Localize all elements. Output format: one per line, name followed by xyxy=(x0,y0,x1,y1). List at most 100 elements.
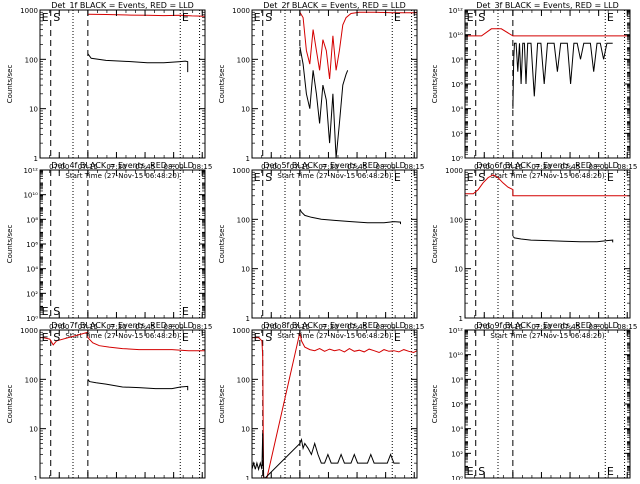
chart-panel-8: Det_8f BLACK = Events, RED = LLD Counts/s… xyxy=(218,321,424,484)
y-tick-label: 1 xyxy=(246,475,250,480)
x-tick-label: 08:15 xyxy=(404,163,424,171)
x-tick-label: 08:15 xyxy=(192,163,212,171)
segment-marker-label: E xyxy=(254,171,261,184)
y-axis-label: Counts/sec xyxy=(431,65,439,104)
segment-marker-label: E xyxy=(394,171,401,184)
segment-marker-label: S xyxy=(53,331,60,344)
segment-marker-label: S xyxy=(53,11,60,24)
segment-marker-label: E xyxy=(467,171,474,184)
x-tick-label: 08:15 xyxy=(617,323,637,331)
x-tick-label: 07:15 xyxy=(503,323,523,331)
y-axis-label: Counts/sec xyxy=(218,225,226,264)
events-series-line xyxy=(512,42,613,109)
x-tick-label: 07:45 xyxy=(347,323,367,331)
lld-series-line xyxy=(299,11,417,80)
y-axis-label: Counts/sec xyxy=(6,65,14,104)
segment-marker-label: E xyxy=(254,331,261,344)
segment-marker-label: E xyxy=(394,331,401,344)
y-tick-label: 100 xyxy=(237,376,250,384)
y-tick-label: 100 xyxy=(25,376,38,384)
x-tick-label: 07:00 xyxy=(474,323,494,331)
x-tick-label: 07:15 xyxy=(290,323,310,331)
x-axis-label: Start Time (27-Nov-15 06:48:20) xyxy=(490,172,604,180)
y-tick-label: 1 xyxy=(34,155,38,163)
segment-marker-label: E xyxy=(42,331,49,344)
x-tick-label: 07:15 xyxy=(290,163,310,171)
plot-frame xyxy=(39,169,206,319)
x-tick-label: 07:00 xyxy=(261,323,281,331)
x-tick-label: 07:15 xyxy=(78,163,98,171)
y-tick-label: 1 xyxy=(246,315,250,323)
chart-panel-5: Det_5f BLACK = Events, RED = LLD Counts/s… xyxy=(218,161,424,340)
y-tick-label: 10¹⁰ xyxy=(23,192,38,200)
x-tick-label: 07:45 xyxy=(560,323,580,331)
y-tick-label: 10¹⁰ xyxy=(448,32,463,40)
x-tick-label: 07:30 xyxy=(318,163,338,171)
y-tick-label: 10⁰ xyxy=(451,475,463,480)
x-tick-label: 08:15 xyxy=(617,163,637,171)
events-series-line xyxy=(252,433,400,478)
y-axis-label: Counts/sec xyxy=(6,225,14,264)
chart-panel-7: Det_7f BLACK = Events, RED = LLD Counts/s… xyxy=(6,321,212,484)
y-tick-label: 10 xyxy=(241,106,250,114)
segment-marker-label: E xyxy=(254,11,261,24)
y-tick-label: 1000 xyxy=(232,167,250,175)
y-tick-label: 10 xyxy=(454,266,463,274)
y-tick-label: 1 xyxy=(459,315,463,323)
plot-frame xyxy=(251,329,418,479)
plot-frame xyxy=(464,329,631,479)
y-tick-label: 1000 xyxy=(232,7,250,15)
y-tick-label: 10¹² xyxy=(448,7,463,15)
segment-marker-label: S xyxy=(478,11,485,24)
y-tick-label: 1 xyxy=(34,475,38,480)
segment-marker-label: E xyxy=(182,11,189,24)
events-series-line xyxy=(299,46,349,158)
x-tick-label: 07:30 xyxy=(318,323,338,331)
y-tick-label: 100 xyxy=(450,216,463,224)
y-tick-label: 10 xyxy=(241,266,250,274)
segment-marker-label: E xyxy=(42,305,49,318)
segment-marker-label: E xyxy=(182,305,189,318)
segment-marker-label: E xyxy=(467,11,474,24)
chart-title: Det_3f BLACK = Events, RED = LLD xyxy=(476,1,619,10)
y-tick-label: 10⁸ xyxy=(451,56,463,64)
x-tick-label: 07:30 xyxy=(106,323,126,331)
y-tick-label: 10⁸ xyxy=(26,216,38,224)
segment-marker-label: S xyxy=(265,171,272,184)
y-tick-label: 10⁴ xyxy=(451,106,463,114)
chart-panel-4: Det_4f BLACK = Events, RED = LLD Counts/s… xyxy=(6,161,212,340)
chart-title: Det_7f BLACK = Events, RED = LLD xyxy=(51,321,194,330)
chart-title: Det_4f BLACK = Events, RED = LLD xyxy=(51,161,194,170)
events-series-line xyxy=(299,209,401,225)
chart-title: Det_6f BLACK = Events, RED = LLD xyxy=(476,161,619,170)
x-tick-label: 07:15 xyxy=(78,323,98,331)
chart-title: Det_2f BLACK = Events, RED = LLD xyxy=(263,1,406,10)
y-tick-label: 10² xyxy=(26,290,38,298)
x-tick-label: 07:00 xyxy=(49,163,69,171)
x-tick-label: 08:00 xyxy=(589,323,609,331)
segment-marker-label: S xyxy=(478,171,485,184)
y-tick-label: 1000 xyxy=(445,167,463,175)
y-tick-label: 100 xyxy=(237,216,250,224)
y-tick-label: 10² xyxy=(451,130,463,138)
events-series-line xyxy=(87,379,189,391)
y-axis-label: Counts/sec xyxy=(218,65,226,104)
y-tick-label: 10⁸ xyxy=(451,376,463,384)
y-tick-label: 10⁴ xyxy=(26,266,38,274)
x-tick-label: 08:00 xyxy=(376,163,396,171)
y-tick-label: 10⁶ xyxy=(451,401,463,409)
y-tick-label: 10 xyxy=(29,426,38,434)
y-axis-label: Counts/sec xyxy=(431,225,439,264)
chart-panel-6: Det_6f BLACK = Events, RED = LLD Counts/s… xyxy=(431,161,637,340)
x-axis-label: Start Time (27-Nov-15 06:48:20) xyxy=(277,332,391,340)
segment-marker-label: S xyxy=(478,465,485,478)
plot-frame xyxy=(464,169,631,319)
y-axis-label: Counts/sec xyxy=(431,385,439,424)
lld-series-line xyxy=(465,28,630,37)
x-tick-label: 08:15 xyxy=(192,323,212,331)
x-tick-label: 08:00 xyxy=(164,323,184,331)
chart-title: Det_5f BLACK = Events, RED = LLD xyxy=(263,161,406,170)
x-tick-label: 07:45 xyxy=(135,163,155,171)
y-axis-label: Counts/sec xyxy=(218,385,226,424)
